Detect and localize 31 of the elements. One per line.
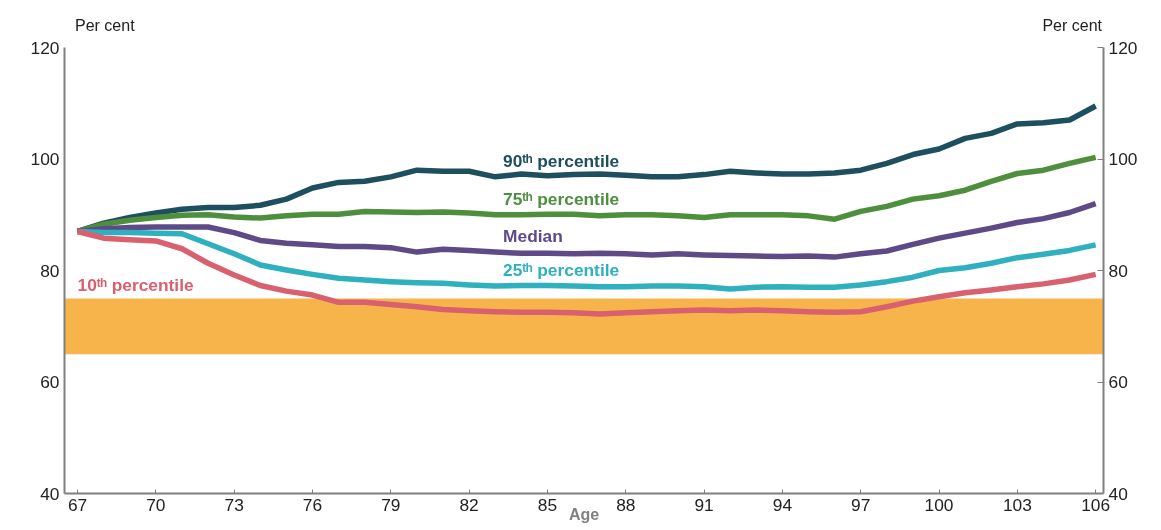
- series-label: 10ᵗʰ percentile: [77, 275, 194, 296]
- x-tick-label: 67: [67, 494, 88, 515]
- series-label: Median: [503, 226, 563, 247]
- y2-tick-label: 80: [1108, 260, 1128, 281]
- x-tick-label: 100: [924, 494, 954, 515]
- x-tick-label: 79: [381, 494, 401, 515]
- x-tick-label: 88: [616, 494, 636, 515]
- y-tick-label: 60: [40, 372, 60, 392]
- x-tick-label: 76: [302, 494, 323, 515]
- y-tick-label: 40: [40, 483, 60, 504]
- x-tick-label: 70: [146, 494, 166, 515]
- series-label: 90ᵗʰ percentile: [503, 150, 620, 171]
- y2-tick-label: 100: [1108, 149, 1138, 169]
- x-tick-label: 91: [694, 494, 714, 515]
- x-tick-label: 94: [772, 494, 793, 515]
- x-tick-label: 73: [224, 494, 244, 515]
- y2-tick-label: 60: [1108, 372, 1128, 392]
- y2-tick-label: 40: [1108, 483, 1128, 504]
- x-tick-label: 103: [1002, 494, 1032, 515]
- y-tick-label: 100: [30, 149, 60, 169]
- x-tick-label: 82: [459, 494, 479, 515]
- y-axis-title: Per cent: [75, 16, 135, 36]
- y-tick-label: 80: [40, 260, 60, 281]
- y-tick-label: 120: [30, 37, 60, 58]
- x-tick-label: 85: [537, 494, 558, 515]
- y2-axis-title: Per cent: [1042, 16, 1102, 36]
- x-tick-label: 97: [851, 494, 871, 515]
- y2-tick-label: 120: [1108, 37, 1138, 58]
- series-label: 75ᵗʰ percentile: [503, 188, 620, 209]
- x-axis-title: Age: [568, 505, 600, 523]
- series-label: 25ᵗʰ percentile: [503, 260, 620, 281]
